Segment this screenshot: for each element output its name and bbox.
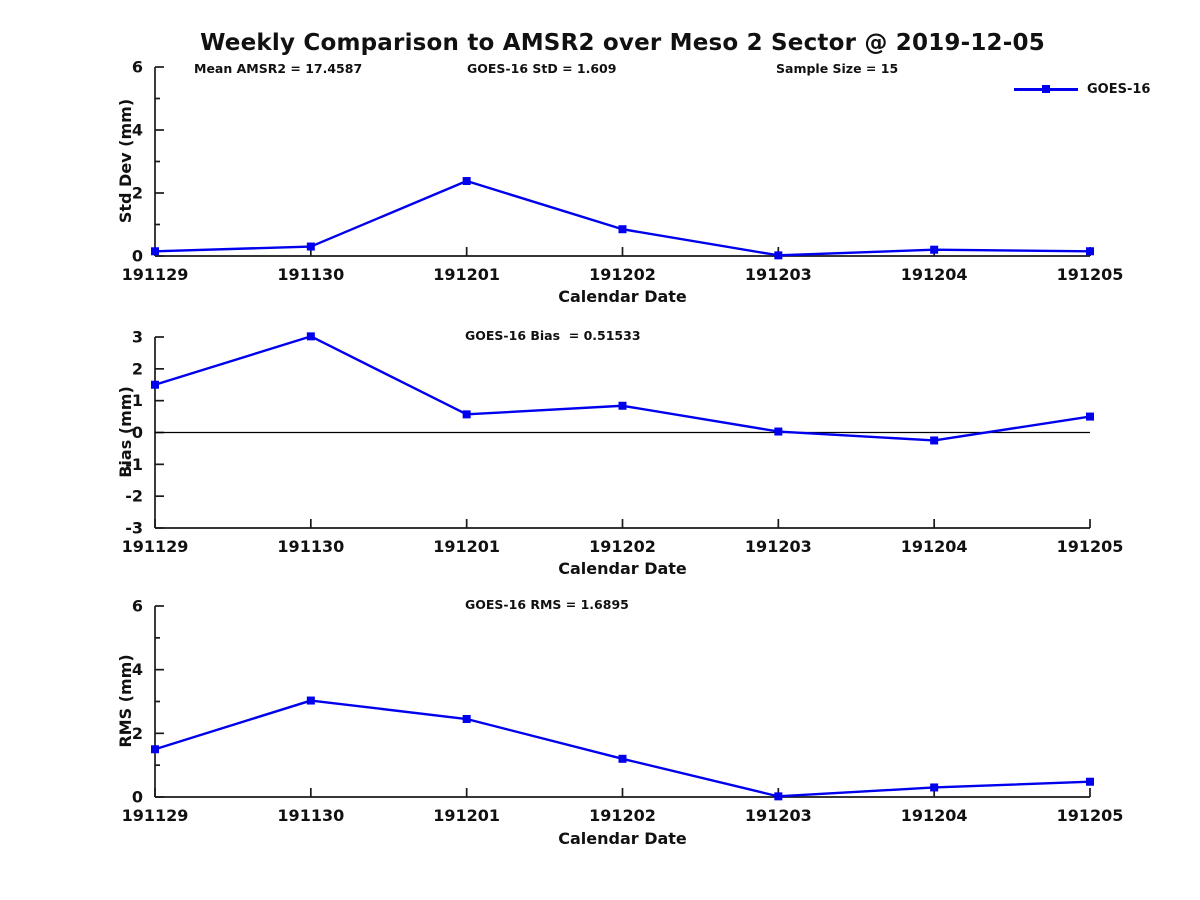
data-point-marker	[462, 177, 471, 186]
series-line	[154, 699, 1091, 798]
data-point-marker	[930, 783, 939, 792]
y-tick-label: 4	[132, 121, 143, 140]
legend-square-marker-icon	[1042, 84, 1050, 93]
x-tick-label: 191204	[901, 806, 968, 825]
y-tick-label: 2	[132, 359, 143, 378]
data-point-marker	[1086, 412, 1094, 421]
annotation-mean-amsr2: Mean AMSR2 = 17.4587	[194, 61, 363, 76]
x-tick-label: 191202	[589, 265, 656, 284]
y-tick-label: 6	[132, 58, 143, 77]
x-tick-label: 191201	[433, 265, 500, 284]
data-point-marker	[774, 427, 783, 436]
y-tick-label: -2	[125, 487, 143, 506]
y-tick-label: 6	[132, 597, 143, 616]
data-point-marker	[306, 242, 315, 251]
y-tick-label: 1	[132, 391, 143, 410]
data-point-marker	[462, 715, 471, 724]
x-tick-label: 191129	[122, 806, 189, 825]
x-tick-label: 191205	[1057, 806, 1124, 825]
y-tick-label: -3	[125, 519, 143, 538]
data-point-marker	[618, 225, 627, 234]
data-point-marker	[1086, 247, 1094, 256]
bias-chart: -3 -2 -1 0 1 2 3 191129 191130 191201 191202 191203…	[122, 328, 1124, 557]
data-point-marker	[930, 245, 939, 254]
x-tick-label: 191204	[901, 537, 968, 556]
x-tick-label: 191205	[1057, 537, 1124, 556]
x-tick-label: 191204	[901, 265, 968, 284]
annotation-goes-bias: GOES-16 Bias = 0.51533	[465, 328, 641, 343]
data-point-marker	[1086, 777, 1094, 786]
rms-y-axis-label: RMS (mm)	[116, 654, 135, 748]
x-tick-label: 191130	[277, 265, 344, 284]
annotation-goes-std: GOES-16 StD = 1.609	[467, 61, 617, 76]
bias-y-axis-label: Bias (mm)	[116, 386, 135, 478]
data-point-marker	[151, 380, 159, 389]
figure-title: Weekly Comparison to AMSR2 over Meso 2 S…	[200, 30, 1045, 56]
x-tick-label: 191202	[589, 806, 656, 825]
data-point-marker	[306, 696, 315, 705]
data-point-marker	[774, 792, 783, 801]
x-tick-label: 191203	[745, 265, 812, 284]
x-tick-label: 191203	[745, 806, 812, 825]
data-point-marker	[618, 401, 627, 410]
y-tick-label: 0	[132, 423, 143, 442]
rms-x-axis-label: Calendar Date	[558, 829, 687, 848]
x-tick-label: 191129	[122, 265, 189, 284]
data-point-marker	[930, 436, 939, 445]
annotation-sample-size: Sample Size = 15	[776, 61, 899, 76]
y-tick-label: 4	[132, 660, 143, 679]
legend-series-label: GOES-16	[1087, 81, 1151, 97]
x-tick-label: 191203	[745, 537, 812, 556]
y-tick-label: 0	[132, 788, 143, 807]
std-dev-chart: 0 2 4 6 191129 191130 191201 191202 191203 191204…	[122, 58, 1124, 285]
x-tick-label: 191202	[589, 537, 656, 556]
annotation-goes-rms: GOES-16 RMS = 1.6895	[465, 597, 629, 612]
y-tick-label: 0	[132, 247, 143, 266]
y-tick-label: -1	[125, 455, 143, 474]
bias-x-axis-label: Calendar Date	[558, 559, 687, 578]
data-point-marker	[618, 754, 627, 763]
series-line	[154, 335, 1091, 442]
rms-chart: 0 2 4 6 191129 191130 191201 191202 191203 191204…	[122, 597, 1124, 826]
legend-line-sample	[1014, 84, 1078, 93]
x-tick-label: 191205	[1057, 265, 1124, 284]
data-point-marker	[151, 745, 159, 754]
x-tick-label: 191129	[122, 537, 189, 556]
x-tick-label: 191201	[433, 806, 500, 825]
data-point-marker	[774, 251, 783, 260]
y-tick-label: 3	[132, 328, 143, 347]
y-tick-label: 2	[132, 724, 143, 743]
legend: GOES-16	[1014, 81, 1151, 97]
x-tick-label: 191130	[277, 806, 344, 825]
data-point-marker	[306, 332, 315, 341]
x-tick-label: 191130	[277, 537, 344, 556]
stddev-y-axis-label: Std Dev (mm)	[116, 98, 135, 224]
data-point-marker	[462, 410, 471, 419]
y-tick-label: 2	[132, 184, 143, 203]
stddev-x-axis-label: Calendar Date	[558, 287, 687, 306]
series-line	[154, 179, 1091, 257]
data-point-marker	[151, 247, 159, 256]
x-tick-label: 191201	[433, 537, 500, 556]
